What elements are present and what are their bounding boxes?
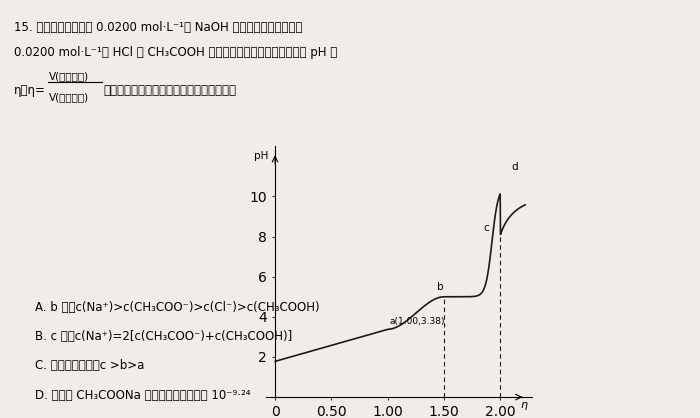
Text: pH: pH: [254, 151, 268, 161]
Text: A. b 点：c(Na⁺)>c(CH₃COO⁻)>c(Cl⁻)>c(CH₃COOH): A. b 点：c(Na⁺)>c(CH₃COO⁻)>c(Cl⁻)>c(CH₃COO…: [35, 301, 320, 314]
Text: V(待测溶液): V(待测溶液): [49, 92, 89, 102]
Text: ）的变化曲线如图所示。下列说法错误的是: ）的变化曲线如图所示。下列说法错误的是: [104, 84, 237, 97]
Text: η（η=: η（η=: [14, 84, 46, 97]
Text: D. 常温下 CH₃COONa 的水解平衡常数约为 10⁻⁹·²⁴: D. 常温下 CH₃COONa 的水解平衡常数约为 10⁻⁹·²⁴: [35, 389, 251, 402]
Text: 0.0200 mol·L⁻¹的 HCl 和 CH₃COOH 的混合溶液，滴定过程中溶液的 pH 随: 0.0200 mol·L⁻¹的 HCl 和 CH₃COOH 的混合溶液，滴定过程…: [14, 46, 337, 59]
Text: 15. 常温下，用浓度为 0.0200 mol·L⁻¹的 NaOH 标准溶液滴定浓度均为: 15. 常温下，用浓度为 0.0200 mol·L⁻¹的 NaOH 标准溶液滴定…: [14, 21, 302, 34]
Text: d: d: [512, 162, 518, 172]
Text: C. 水的电离程度：c >b>a: C. 水的电离程度：c >b>a: [35, 359, 144, 372]
Text: V(标准溶液): V(标准溶液): [49, 71, 89, 82]
Text: η: η: [521, 400, 528, 410]
Text: b: b: [438, 282, 444, 292]
Text: c: c: [484, 222, 489, 232]
Text: B. c 点：c(Na⁺)=2[c(CH₃COO⁻)+c(CH₃COOH)]: B. c 点：c(Na⁺)=2[c(CH₃COO⁻)+c(CH₃COOH)]: [35, 330, 293, 343]
Text: a(1.00,3.38): a(1.00,3.38): [390, 317, 445, 326]
